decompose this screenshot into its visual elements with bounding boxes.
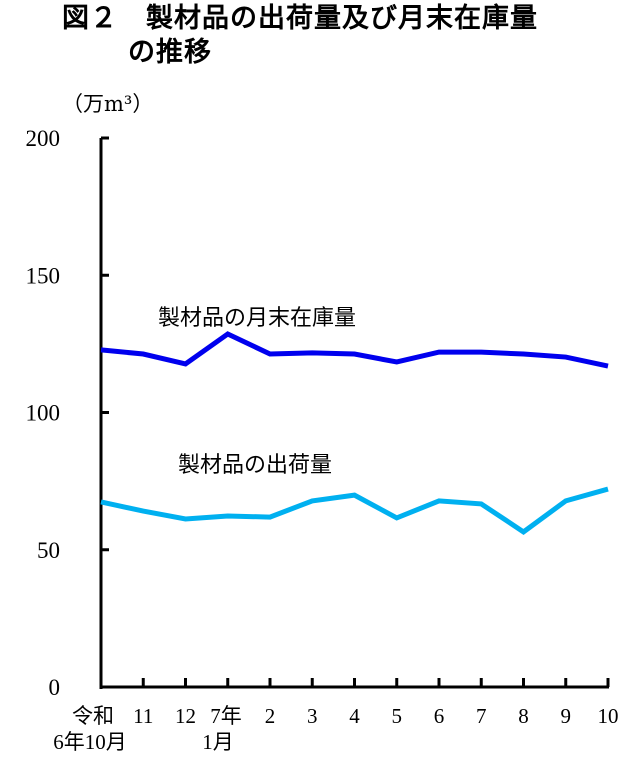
y-tick-label: 0 (49, 675, 61, 700)
x-tick-label: 11 (133, 704, 153, 728)
series-line-0 (100, 331, 609, 369)
chart-title-line2: の推移 (128, 37, 212, 68)
x-tick-label: 9 (561, 704, 572, 728)
x-tick-label: 7 (476, 704, 487, 728)
y-tick-label: 50 (37, 538, 60, 563)
y-tick-label: 100 (26, 401, 61, 426)
x-tick-label: 8 (518, 704, 529, 728)
x-tick-label: 5 (392, 704, 403, 728)
x-tick-label: 1月 (202, 730, 234, 754)
y-tick-label: 150 (26, 263, 61, 288)
x-tick-label: 2 (265, 704, 276, 728)
x-tick-label: 12 (175, 704, 196, 728)
y-axis-unit: （万m³） (62, 92, 154, 116)
chart-title-line1: 図２ 製材品の出荷量及び月末在庫量 (62, 3, 538, 34)
series-label: 製材品の月末在庫量 (158, 305, 356, 330)
y-tick-label: 200 (26, 126, 61, 151)
x-tick-label: 4 (349, 704, 360, 728)
chart-title: 図２ 製材品の出荷量及び月末在庫量 の推移 (62, 2, 538, 70)
x-tick-label: 10 (598, 704, 619, 728)
x-tick-label: 7年 (210, 704, 242, 728)
x-tick-label: 令和 (72, 704, 114, 728)
x-tick-label: 6 (434, 704, 445, 728)
x-tick-label: 3 (307, 704, 318, 728)
series-line-1 (100, 486, 609, 535)
x-tick-label: 6年10月 (53, 730, 127, 754)
series-label: 製材品の出荷量 (178, 452, 332, 477)
